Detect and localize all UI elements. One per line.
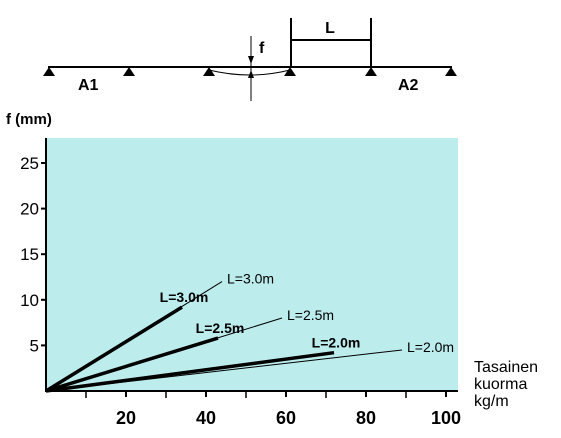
x-axis-title: Tasainen kuorma kg/m	[474, 359, 543, 410]
series-line	[45, 317, 283, 392]
series-label: L=2.5m	[287, 307, 334, 323]
series-label: L=2.0m	[312, 335, 361, 351]
y-tick-label: 20	[20, 200, 39, 219]
series-lines	[45, 281, 403, 393]
x-ticks: 20 40 60 80 100	[85, 391, 461, 428]
support-4	[284, 67, 296, 76]
x-tick-label: 40	[196, 408, 216, 428]
series-label: L=2.5m	[196, 320, 245, 336]
beam-diagram: L f A1 A2	[43, 18, 457, 101]
support-3	[203, 67, 215, 76]
x-tick-label: 60	[276, 408, 296, 428]
x-tick-label: 20	[116, 408, 136, 428]
span-label: L	[325, 20, 335, 37]
x-tick-label: 100	[431, 408, 461, 428]
support-6	[445, 67, 457, 76]
chart: f (mm) 5 10 15 20 25 20 40 60 80 100 L=3.0m L=2.5…	[6, 111, 543, 428]
y-tick-label: 25	[20, 154, 39, 173]
series-label: L=3.0m	[227, 271, 274, 287]
series-labels: L=3.0m L=2.5m L=2.0m L=3.0m L=2.5m L=2.0m	[160, 271, 454, 355]
y-tick-label: 10	[20, 291, 39, 310]
support-2	[123, 67, 135, 76]
series-line	[45, 281, 223, 392]
support-1	[43, 67, 55, 76]
x-axis-title-line-2: kuorma	[474, 376, 527, 393]
x-tick-label: 80	[356, 408, 376, 428]
support-left-label: A1	[78, 77, 99, 94]
support-5	[365, 67, 377, 76]
y-axis-title: f (mm)	[6, 111, 52, 128]
y-ticks: 5 10 15 20 25	[20, 154, 47, 355]
series-label: L=2.0m	[407, 339, 454, 355]
series-line	[45, 350, 335, 393]
series-label: L=3.0m	[160, 289, 209, 305]
x-axis-title-line-3: kg/m	[474, 393, 509, 410]
y-tick-label: 15	[20, 245, 39, 264]
x-axis-title-line-1: Tasainen	[474, 359, 538, 376]
deflection-arrow-up	[248, 70, 254, 78]
deflection-label: f	[259, 40, 265, 57]
y-tick-label: 5	[30, 336, 39, 355]
support-right-label: A2	[398, 77, 419, 94]
deflection-arrow-down	[248, 56, 254, 64]
series-line	[45, 349, 403, 392]
